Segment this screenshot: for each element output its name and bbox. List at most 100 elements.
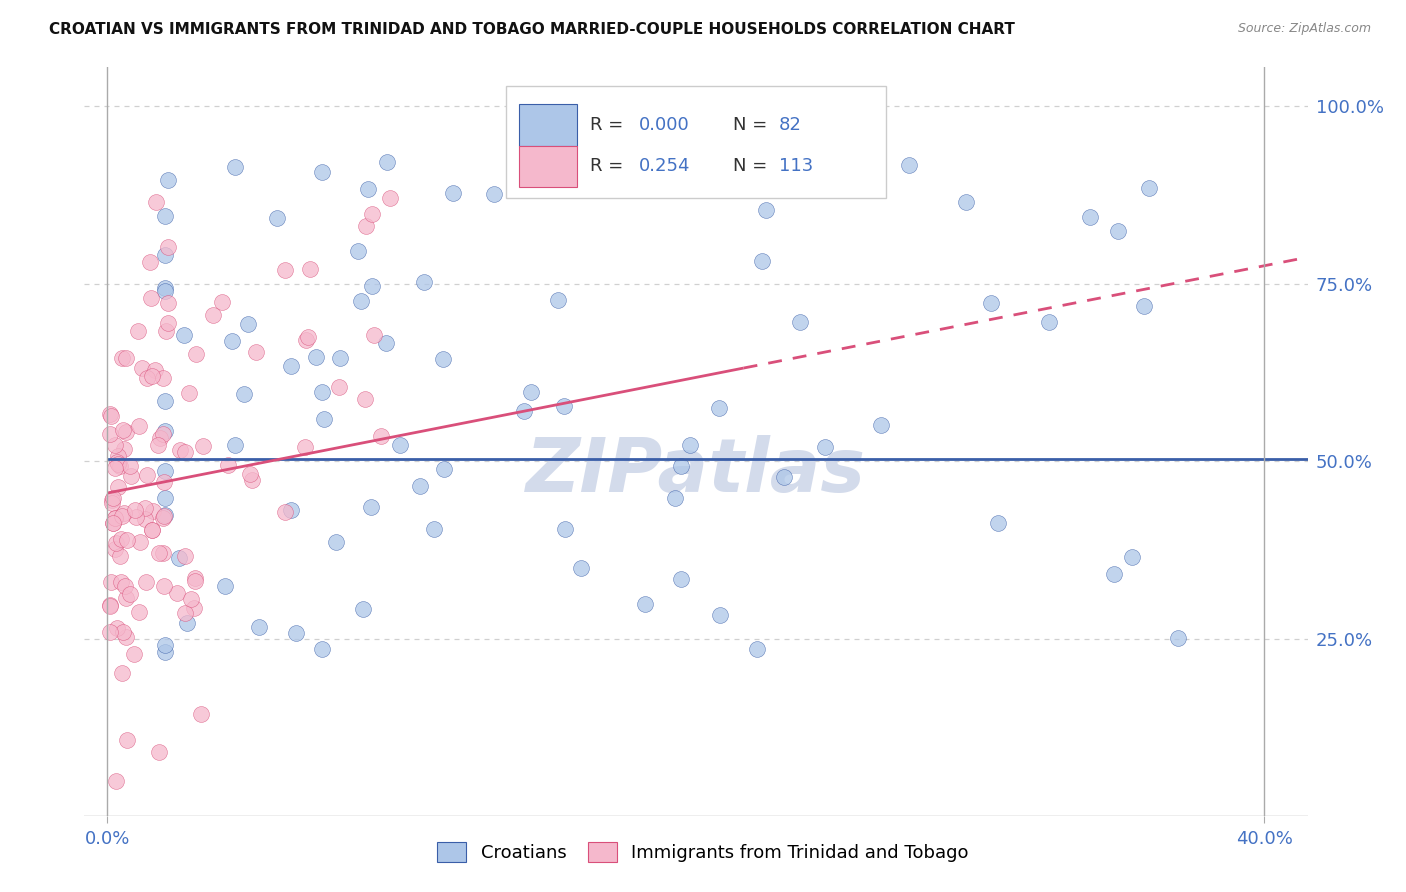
- Point: [224, 438, 246, 452]
- Point: [311, 641, 333, 656]
- Point: [1038, 316, 1060, 330]
- Point: [111, 509, 134, 524]
- Point: [311, 385, 333, 400]
- Point: [247, 619, 270, 633]
- Point: [520, 385, 543, 400]
- Point: [100, 427, 122, 442]
- Point: [153, 509, 176, 524]
- Point: [266, 211, 288, 225]
- Point: [169, 551, 191, 566]
- Point: [118, 587, 141, 601]
- Point: [184, 574, 207, 588]
- Point: [110, 532, 132, 546]
- Point: [751, 254, 773, 268]
- Point: [280, 502, 302, 516]
- Point: [357, 182, 380, 196]
- Point: [173, 327, 195, 342]
- Point: [211, 294, 233, 309]
- Point: [354, 392, 377, 406]
- Point: [117, 533, 139, 547]
- Point: [156, 296, 179, 310]
- Point: [352, 602, 374, 616]
- Point: [104, 511, 127, 525]
- Point: [152, 371, 174, 385]
- Point: [1121, 549, 1143, 564]
- Point: [143, 363, 166, 377]
- Point: [360, 207, 382, 221]
- Point: [110, 575, 132, 590]
- Point: [169, 442, 191, 457]
- Point: [432, 352, 454, 367]
- Point: [274, 505, 297, 519]
- Point: [155, 247, 177, 261]
- Point: [177, 386, 200, 401]
- Point: [100, 575, 122, 590]
- Point: [101, 492, 124, 507]
- Point: [305, 350, 328, 364]
- Point: [554, 522, 576, 536]
- Point: [107, 457, 129, 471]
- Point: [176, 615, 198, 630]
- Point: [111, 351, 134, 365]
- FancyBboxPatch shape: [506, 86, 886, 198]
- Point: [101, 491, 124, 505]
- Point: [329, 351, 352, 366]
- Point: [413, 275, 436, 289]
- Point: [346, 244, 368, 258]
- Point: [141, 368, 163, 383]
- Point: [553, 399, 575, 413]
- Point: [240, 473, 263, 487]
- Point: [152, 510, 174, 524]
- Point: [104, 541, 127, 556]
- Point: [311, 165, 333, 179]
- Point: [312, 412, 335, 426]
- Point: [1139, 180, 1161, 194]
- Point: [184, 571, 207, 585]
- Point: [105, 536, 128, 550]
- Point: [513, 404, 536, 418]
- Point: [157, 316, 180, 330]
- Point: [298, 261, 321, 276]
- Point: [128, 606, 150, 620]
- Point: [114, 579, 136, 593]
- Point: [155, 508, 177, 523]
- Point: [124, 503, 146, 517]
- Point: [112, 423, 135, 437]
- Point: [174, 607, 197, 621]
- Point: [709, 608, 731, 623]
- Point: [112, 442, 135, 456]
- Point: [104, 438, 127, 452]
- Point: [128, 535, 150, 549]
- Point: [141, 523, 163, 537]
- Point: [134, 512, 156, 526]
- Point: [433, 462, 456, 476]
- Point: [202, 308, 225, 322]
- Point: [370, 429, 392, 443]
- Point: [135, 574, 157, 589]
- Point: [221, 334, 243, 348]
- Point: [107, 449, 129, 463]
- Point: [378, 191, 401, 205]
- Point: [139, 291, 162, 305]
- Point: [142, 504, 165, 518]
- Point: [104, 461, 127, 475]
- Point: [115, 351, 138, 366]
- Point: [112, 506, 135, 520]
- Point: [285, 625, 308, 640]
- Point: [105, 773, 128, 788]
- Text: N =: N =: [733, 116, 773, 134]
- Point: [155, 209, 177, 223]
- Point: [669, 572, 692, 586]
- Point: [297, 330, 319, 344]
- FancyBboxPatch shape: [519, 145, 578, 186]
- Point: [155, 394, 177, 409]
- Point: [138, 255, 160, 269]
- Point: [136, 370, 159, 384]
- Point: [547, 293, 569, 307]
- Point: [136, 468, 159, 483]
- Point: [294, 440, 316, 454]
- Point: [814, 440, 837, 454]
- Legend: Croatians, Immigrants from Trinidad and Tobago: Croatians, Immigrants from Trinidad and …: [430, 835, 976, 870]
- Point: [294, 334, 316, 348]
- Text: R =: R =: [589, 116, 628, 134]
